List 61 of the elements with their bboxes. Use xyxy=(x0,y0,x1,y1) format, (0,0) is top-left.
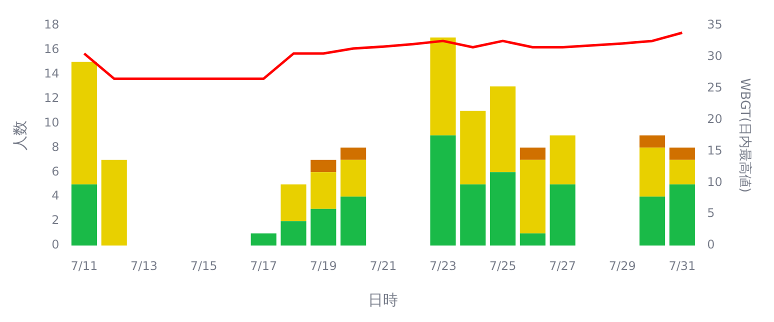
y2-tick-label: 10 xyxy=(707,174,722,189)
x-tick-label: 7/19 xyxy=(310,258,337,273)
bar xyxy=(669,160,695,184)
x-tick-label: 7/17 xyxy=(250,258,278,273)
y2-tick-label: 5 xyxy=(707,206,715,220)
x-tick-label: 7/31 xyxy=(668,258,696,273)
y-axis-title: 人数 xyxy=(10,120,29,150)
y2-tick-label: 35 xyxy=(707,17,722,32)
x-tick-label: 7/11 xyxy=(70,258,98,273)
bar xyxy=(640,135,666,148)
bar xyxy=(340,148,366,160)
bar xyxy=(280,184,306,222)
y2-axis-title: WBGT(日内最高値) xyxy=(736,78,753,193)
x-tick-label: 7/13 xyxy=(130,258,158,273)
y-tick-label: 0 xyxy=(52,238,60,252)
x-tick-label: 7/27 xyxy=(549,258,576,273)
bar xyxy=(460,184,486,246)
y2-tick-label: 30 xyxy=(707,48,722,63)
bar xyxy=(310,160,336,172)
y-tick-label: 12 xyxy=(44,90,60,105)
y-tick-label: 16 xyxy=(44,42,60,56)
bar xyxy=(430,135,456,246)
x-axis-title: 日時 xyxy=(368,290,398,309)
y2-tick-label: 20 xyxy=(707,112,722,126)
bar xyxy=(669,148,695,160)
y-tick-label: 8 xyxy=(52,140,60,154)
bar xyxy=(280,221,306,246)
bar xyxy=(640,148,666,197)
bar xyxy=(640,196,666,246)
bar xyxy=(340,196,366,246)
x-tick-label: 7/15 xyxy=(190,258,218,273)
y-tick-label: 6 xyxy=(52,164,60,178)
y-tick-label: 18 xyxy=(44,17,60,32)
y-tick-label: 14 xyxy=(44,66,60,80)
bar xyxy=(310,172,336,209)
bar xyxy=(550,184,576,246)
bar xyxy=(71,184,97,246)
bar xyxy=(310,208,336,246)
x-tick-label: 7/23 xyxy=(430,258,456,273)
bar xyxy=(340,160,366,197)
bar xyxy=(669,184,695,246)
bar xyxy=(520,233,546,246)
bar xyxy=(101,160,127,246)
bar xyxy=(250,233,276,246)
x-tick-label: 7/21 xyxy=(370,258,397,273)
bar xyxy=(460,110,486,184)
bar xyxy=(490,86,516,172)
bar xyxy=(71,62,97,184)
bar xyxy=(490,172,516,246)
y-tick-label: 10 xyxy=(44,115,60,130)
x-tick-label: 7/29 xyxy=(608,258,636,273)
bar xyxy=(430,37,456,136)
bar xyxy=(520,148,546,160)
bar xyxy=(520,160,546,234)
y2-tick-label: 0 xyxy=(707,238,715,252)
y2-tick-label: 15 xyxy=(707,143,722,158)
y-tick-label: 2 xyxy=(52,213,60,228)
y-tick-label: 4 xyxy=(52,188,60,203)
x-tick-label: 7/25 xyxy=(489,258,516,273)
bar xyxy=(550,135,576,184)
y2-tick-label: 25 xyxy=(707,80,722,94)
